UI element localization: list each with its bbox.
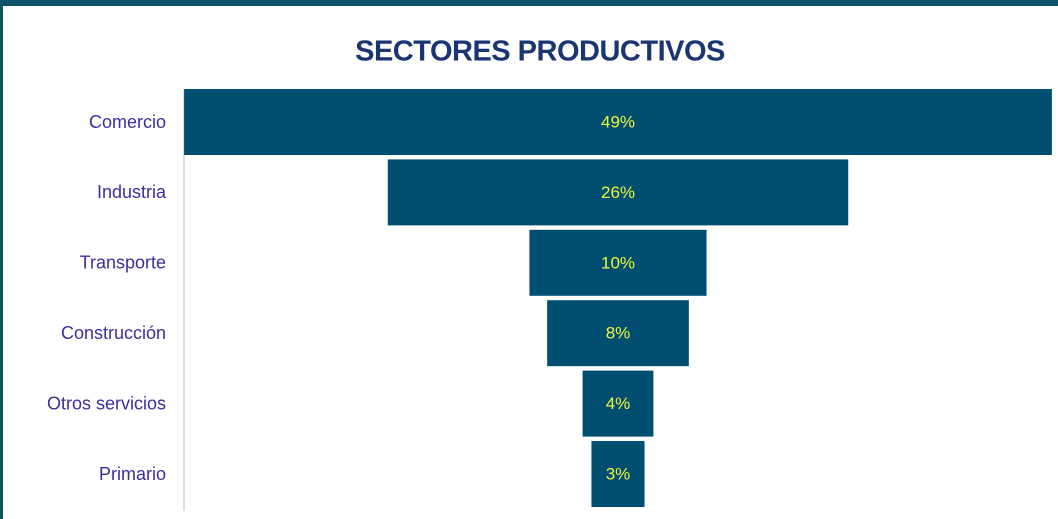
value-label: 26% (601, 183, 635, 202)
category-label: Construcción (61, 323, 166, 343)
category-label: Industria (97, 182, 167, 202)
funnel-bar (529, 229, 707, 296)
left-frame (0, 0, 3, 519)
value-label: 4% (606, 394, 631, 413)
value-label: 8% (606, 324, 631, 343)
funnel-bar (591, 441, 645, 507)
category-label: Comercio (89, 112, 166, 132)
funnel-bar (387, 159, 849, 226)
funnel-bar (582, 370, 654, 437)
chart-title: SECTORES PRODUCTIVOS (355, 36, 725, 68)
category-label: Otros servicios (47, 393, 166, 413)
category-label: Primario (99, 464, 166, 484)
value-label: 49% (601, 112, 635, 131)
funnel-bar (547, 300, 689, 367)
value-label: 10% (601, 253, 635, 272)
funnel-bar (184, 89, 1052, 155)
top-frame (0, 0, 1058, 6)
value-label: 3% (606, 464, 631, 483)
category-label: Transporte (80, 253, 166, 273)
